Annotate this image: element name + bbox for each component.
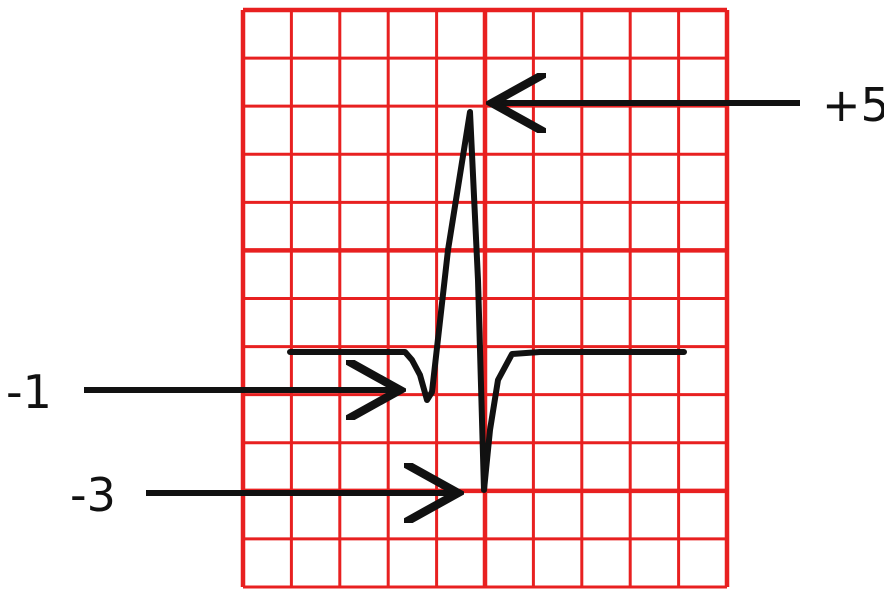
- ecg-grid: [240, 7, 730, 589]
- s-dip-label: -3: [70, 468, 116, 522]
- ecg-waveform: [287, 109, 687, 493]
- q-dip-label: -1: [6, 365, 52, 419]
- peak-label: +5: [822, 78, 884, 132]
